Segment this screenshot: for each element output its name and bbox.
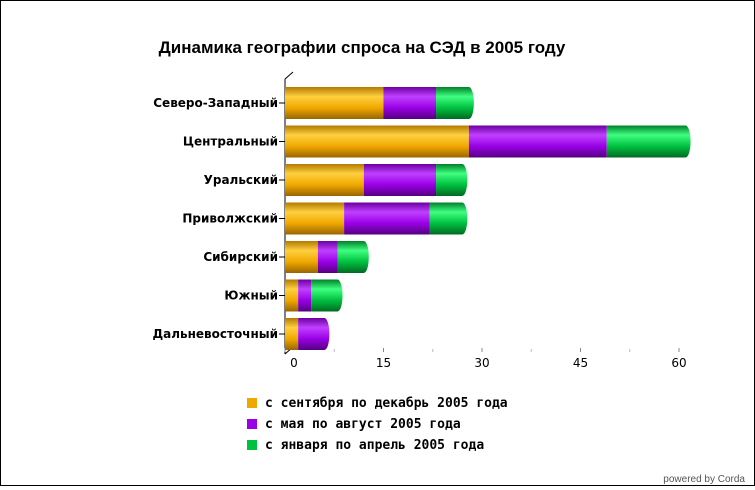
chart-title: Динамика географии спроса на СЭД в 2005 … (159, 38, 566, 57)
bar-segment (285, 241, 318, 273)
bar-segment (285, 318, 299, 350)
powered-by-credit: powered by Corda (663, 474, 745, 485)
bar-end-cap (463, 87, 474, 119)
x-tick-label: 15 (376, 356, 391, 370)
bar-segment (468, 125, 607, 158)
bar-segment (317, 241, 338, 273)
bar-segment (429, 202, 463, 235)
bar-segment (363, 164, 437, 196)
bar-segment (285, 87, 384, 119)
bar-end-cap (332, 279, 343, 312)
category-label: Южный (224, 289, 278, 303)
bar-segment (285, 125, 469, 158)
legend-label: с сентября по декабрь 2005 года (265, 396, 508, 411)
category-label: Уральский (204, 173, 278, 187)
legend-label: с января по апрель 2005 года (265, 438, 484, 453)
bar-segment (606, 125, 686, 158)
category-label: Сибирский (203, 250, 278, 264)
bar-segment (285, 279, 299, 312)
x-tick-label: 45 (573, 356, 588, 370)
bar-segment (285, 164, 364, 196)
category-label: Приволжский (182, 212, 278, 226)
category-label: Дальневосточный (152, 327, 278, 341)
y-axis-depth-top (284, 71, 294, 80)
legend-swatch (247, 398, 257, 408)
bar-end-cap (680, 125, 691, 158)
x-tick-label: 60 (671, 356, 686, 370)
bar-end-cap (457, 202, 468, 235)
bar-end-cap (358, 241, 369, 273)
bar-segment (436, 87, 469, 119)
bar-segment (344, 202, 430, 235)
x-tick-label: 0 (290, 356, 298, 370)
x-tick-label: 30 (474, 356, 489, 370)
bar-segment (383, 87, 437, 119)
bar-segment (285, 202, 345, 235)
bar-end-cap (457, 164, 468, 196)
legend-swatch (247, 440, 257, 450)
legend-label: с мая по август 2005 года (265, 417, 461, 432)
category-label: Северо-Западный (153, 96, 278, 110)
legend: с сентября по декабрь 2005 года с мая по … (247, 396, 508, 453)
category-label: Центральный (183, 135, 278, 149)
legend-swatch (247, 419, 257, 429)
plot-area: 0 15 30 45 60 Северо-Западный Центральный Ураль… (152, 71, 691, 370)
bar-segment (298, 279, 312, 312)
bar-end-cap (319, 318, 330, 350)
